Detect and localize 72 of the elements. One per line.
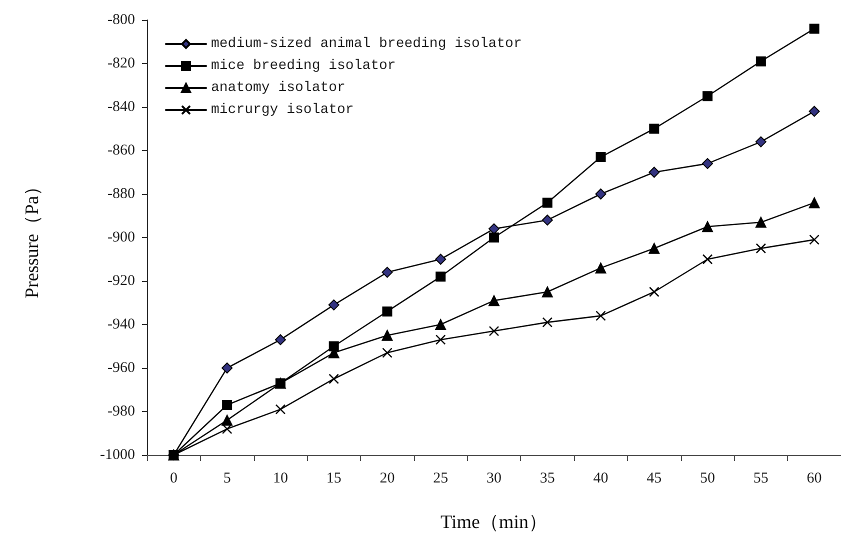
x-tick-label: 30: [486, 470, 502, 486]
point: [382, 348, 392, 358]
point: [755, 216, 766, 228]
point: [382, 330, 393, 341]
point: [222, 400, 232, 410]
point: [702, 221, 714, 232]
point: [649, 124, 660, 134]
point: [702, 158, 714, 170]
point: [489, 232, 499, 242]
y-tick-label: -860: [108, 142, 135, 158]
point: [596, 310, 606, 321]
point: [328, 374, 339, 384]
y-tick-label: -940: [108, 316, 135, 332]
point: [542, 214, 553, 226]
point: [222, 362, 233, 374]
point: [328, 299, 340, 310]
x-tick-label: 40: [593, 470, 608, 486]
y-tick-label: -980: [108, 404, 135, 420]
x-tick-label: 60: [806, 470, 822, 486]
point: [596, 152, 606, 162]
legend-label: medium-sized animal breeding isolator: [211, 36, 522, 52]
y-tick-label: -880: [108, 186, 135, 202]
legend-label: mice breeding isolator: [211, 58, 396, 74]
y-tick-label: -960: [108, 360, 135, 376]
x-tick-label: 25: [433, 470, 448, 486]
y-tick-label: -820: [108, 56, 135, 72]
point: [488, 326, 500, 336]
y-axis-title: Pressure（Pa）: [22, 176, 43, 298]
point: [595, 188, 606, 200]
y-tick-label: -920: [108, 273, 135, 289]
point: [275, 404, 286, 414]
point: [756, 56, 766, 66]
legend-label: anatomy isolator: [211, 80, 346, 96]
point: [755, 136, 766, 148]
point: [542, 317, 553, 328]
point: [382, 266, 393, 278]
x-tick-label: 15: [326, 470, 342, 486]
point: [382, 306, 392, 316]
x-tick-label: 20: [380, 470, 395, 486]
x-tick-label: 55: [753, 470, 768, 486]
point: [808, 106, 820, 117]
point: [649, 286, 660, 298]
point: [542, 198, 552, 208]
x-tick-label: 35: [540, 470, 555, 486]
point: [595, 262, 606, 274]
x-axis-title: Time（min）: [440, 512, 548, 533]
point: [542, 286, 553, 298]
point: [809, 234, 820, 245]
point: [756, 243, 766, 254]
point: [809, 24, 820, 34]
point: [808, 197, 820, 208]
point: [648, 166, 660, 178]
x-tick-label: 45: [646, 470, 662, 486]
point: [488, 295, 500, 306]
point: [702, 254, 713, 264]
x-tick-label: 50: [700, 470, 716, 486]
x-tick-label: 5: [223, 470, 231, 486]
point: [435, 334, 446, 345]
y-tick-label: -800: [108, 12, 135, 28]
point: [435, 319, 446, 330]
legend-label: micrurgy isolator: [211, 102, 354, 118]
x-tick-label: 10: [272, 470, 288, 486]
point: [222, 414, 233, 426]
point: [702, 91, 713, 102]
x-tick-label: 0: [170, 470, 178, 486]
y-tick-label: -900: [108, 230, 135, 246]
point: [435, 254, 446, 265]
y-tick-label: -1000: [100, 447, 135, 463]
point: [436, 272, 446, 282]
point: [648, 242, 660, 254]
point: [274, 334, 286, 346]
y-tick-label: -840: [108, 99, 135, 115]
